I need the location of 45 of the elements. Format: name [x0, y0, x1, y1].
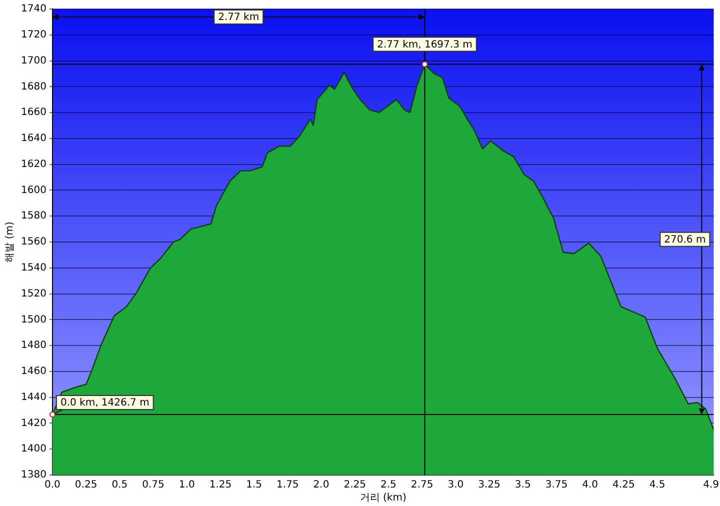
- x-tick-label: 1.5: [246, 480, 262, 491]
- x-tick-label: 1.25: [209, 480, 232, 491]
- x-tick-label: 0.75: [142, 480, 164, 491]
- x-axis-title: 거리 (km): [360, 492, 406, 504]
- x-tick-label: 0.0: [44, 480, 60, 491]
- x-tick-label: 4.25: [612, 480, 635, 491]
- annotation: 2.77 km: [218, 12, 260, 24]
- y-tick-label: 1520: [20, 288, 46, 300]
- x-tick-label: 2.5: [380, 480, 396, 491]
- y-tick-label: 1720: [20, 29, 46, 40]
- annotation: 270.6 m: [664, 234, 706, 246]
- x-tick-label: 3.75: [545, 480, 568, 491]
- x-tick-label: 3.25: [478, 480, 500, 491]
- y-tick-label: 1440: [20, 392, 46, 403]
- x-tick-label: 3.0: [448, 480, 464, 491]
- x-tick-label: 1.75: [276, 480, 299, 491]
- x-tick-label: 1.0: [178, 480, 195, 491]
- y-tick-label: 1540: [20, 262, 46, 274]
- y-tick-label: 1640: [20, 133, 46, 144]
- y-tick-label: 1700: [20, 55, 46, 66]
- y-tick-label: 1480: [20, 340, 46, 352]
- y-tick-label: 1420: [20, 418, 46, 429]
- x-tick-label: 4.5: [649, 480, 666, 491]
- x-tick-label: 3.5: [514, 480, 531, 491]
- y-tick-label: 1560: [20, 236, 46, 248]
- annotation: 0.0 km, 1426.7 m: [60, 398, 150, 409]
- y-tick-label: 1600: [20, 184, 46, 196]
- y-tick-label: 1680: [20, 81, 46, 92]
- y-tick-label: 1660: [20, 107, 46, 118]
- x-tick-label: 4.9: [703, 480, 719, 491]
- y-tick-label: 1740: [20, 4, 46, 15]
- y-tick-label: 1380: [20, 470, 46, 481]
- y-tick-label: 1400: [20, 444, 46, 455]
- y-tick-label: 1580: [20, 210, 46, 222]
- x-tick-label: 2.75: [410, 480, 434, 491]
- annotation: 2.77 km, 1697.3 m: [377, 39, 472, 50]
- y-tick-label: 1620: [20, 158, 46, 170]
- x-tick-label: 2.25: [344, 480, 366, 491]
- y-tick-label: 1460: [20, 366, 46, 378]
- x-tick-label: 0.25: [74, 480, 98, 491]
- x-tick-label: 2.0: [313, 480, 330, 491]
- x-tick-label: 4.0: [582, 480, 598, 491]
- y-tick-label: 1500: [20, 314, 46, 326]
- y-axis-title: 해발 (m): [4, 222, 16, 262]
- x-tick-label: 0.5: [112, 480, 128, 491]
